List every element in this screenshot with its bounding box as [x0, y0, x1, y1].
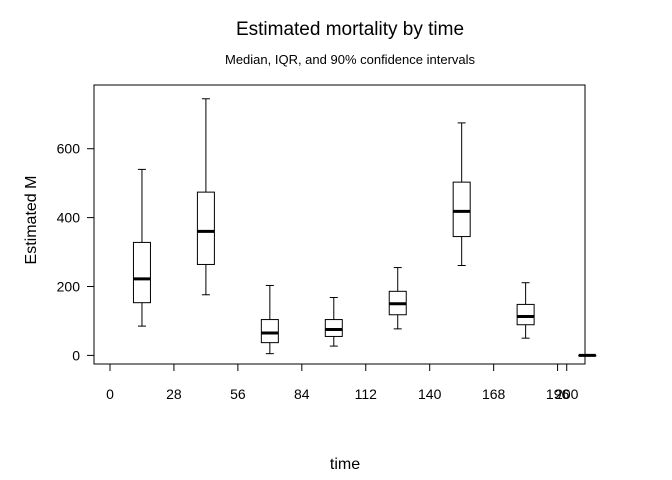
y-tick-label: 200 [57, 279, 81, 295]
iqr-box [260, 319, 279, 344]
x-tick-label: 28 [166, 386, 182, 402]
iqr-box [452, 181, 471, 238]
y-axis-label: Estimated M [23, 176, 40, 265]
x-tick-label: 168 [482, 386, 506, 402]
chart-subtitle: Median, IQR, and 90% confidence interval… [225, 52, 476, 67]
box-group [132, 168, 151, 327]
y-tick-label: 400 [57, 210, 81, 226]
box-group [452, 122, 471, 266]
box-group [324, 297, 343, 347]
x-tick-label: 140 [418, 386, 442, 402]
iqr-box [516, 303, 535, 326]
x-tick-label: 84 [294, 386, 310, 402]
x-tick-label: 56 [230, 386, 246, 402]
iqr-box [324, 319, 343, 337]
boxes-group [132, 98, 597, 357]
x-tick-label: 200 [555, 386, 579, 402]
x-axis-label: time [330, 456, 360, 473]
box-group [196, 98, 215, 296]
iqr-box [196, 191, 215, 265]
x-tick-label: 0 [106, 386, 114, 402]
x-tick-label: 196 [546, 386, 570, 402]
box-group [578, 353, 597, 357]
chart-title: Estimated mortality by time [236, 19, 464, 40]
y-tick-label: 0 [72, 347, 80, 363]
y-axis-ticks: 0 200 400 600 [57, 141, 94, 363]
box-group [516, 282, 535, 339]
y-tick-label: 600 [57, 141, 81, 157]
x-tick-label: 112 [355, 386, 378, 402]
box-group [388, 267, 407, 330]
box-group [260, 284, 279, 355]
iqr-box [132, 241, 151, 304]
